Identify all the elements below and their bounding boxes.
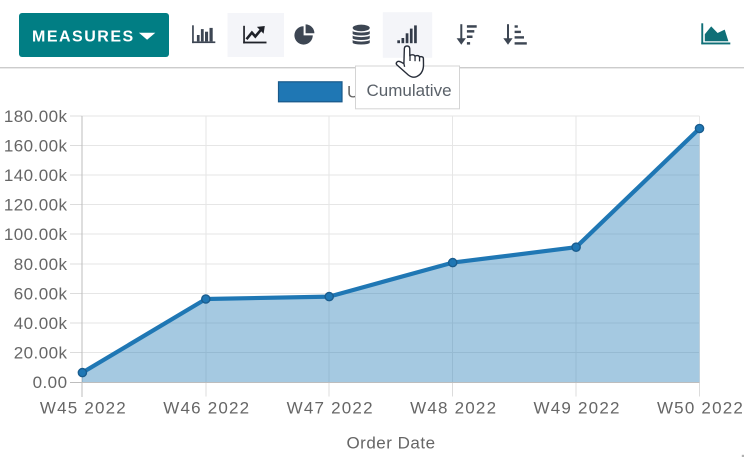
svg-text:20.00k: 20.00k (14, 344, 68, 363)
svg-text:Cumulative: Cumulative (367, 81, 452, 100)
svg-text:120.00k: 120.00k (4, 196, 68, 215)
svg-text:W46 2022: W46 2022 (163, 399, 250, 418)
svg-text:140.00k: 140.00k (4, 166, 68, 185)
svg-text:MEASURES: MEASURES (32, 29, 135, 46)
svg-text:W49 2022: W49 2022 (534, 399, 621, 418)
svg-text:0.00: 0.00 (33, 373, 68, 392)
svg-text:180.00k: 180.00k (4, 107, 68, 126)
svg-text:Order Date: Order Date (346, 434, 435, 453)
svg-text:40.00k: 40.00k (14, 314, 68, 333)
svg-text:W48 2022: W48 2022 (410, 399, 497, 418)
svg-text:160.00k: 160.00k (4, 137, 68, 156)
svg-text:W50 2022: W50 2022 (657, 399, 744, 418)
svg-text:W45 2022: W45 2022 (40, 399, 127, 418)
svg-text:60.00k: 60.00k (14, 285, 68, 304)
svg-text:80.00k: 80.00k (14, 255, 68, 274)
svg-text:100.00k: 100.00k (4, 225, 68, 244)
svg-text:W47 2022: W47 2022 (287, 399, 374, 418)
